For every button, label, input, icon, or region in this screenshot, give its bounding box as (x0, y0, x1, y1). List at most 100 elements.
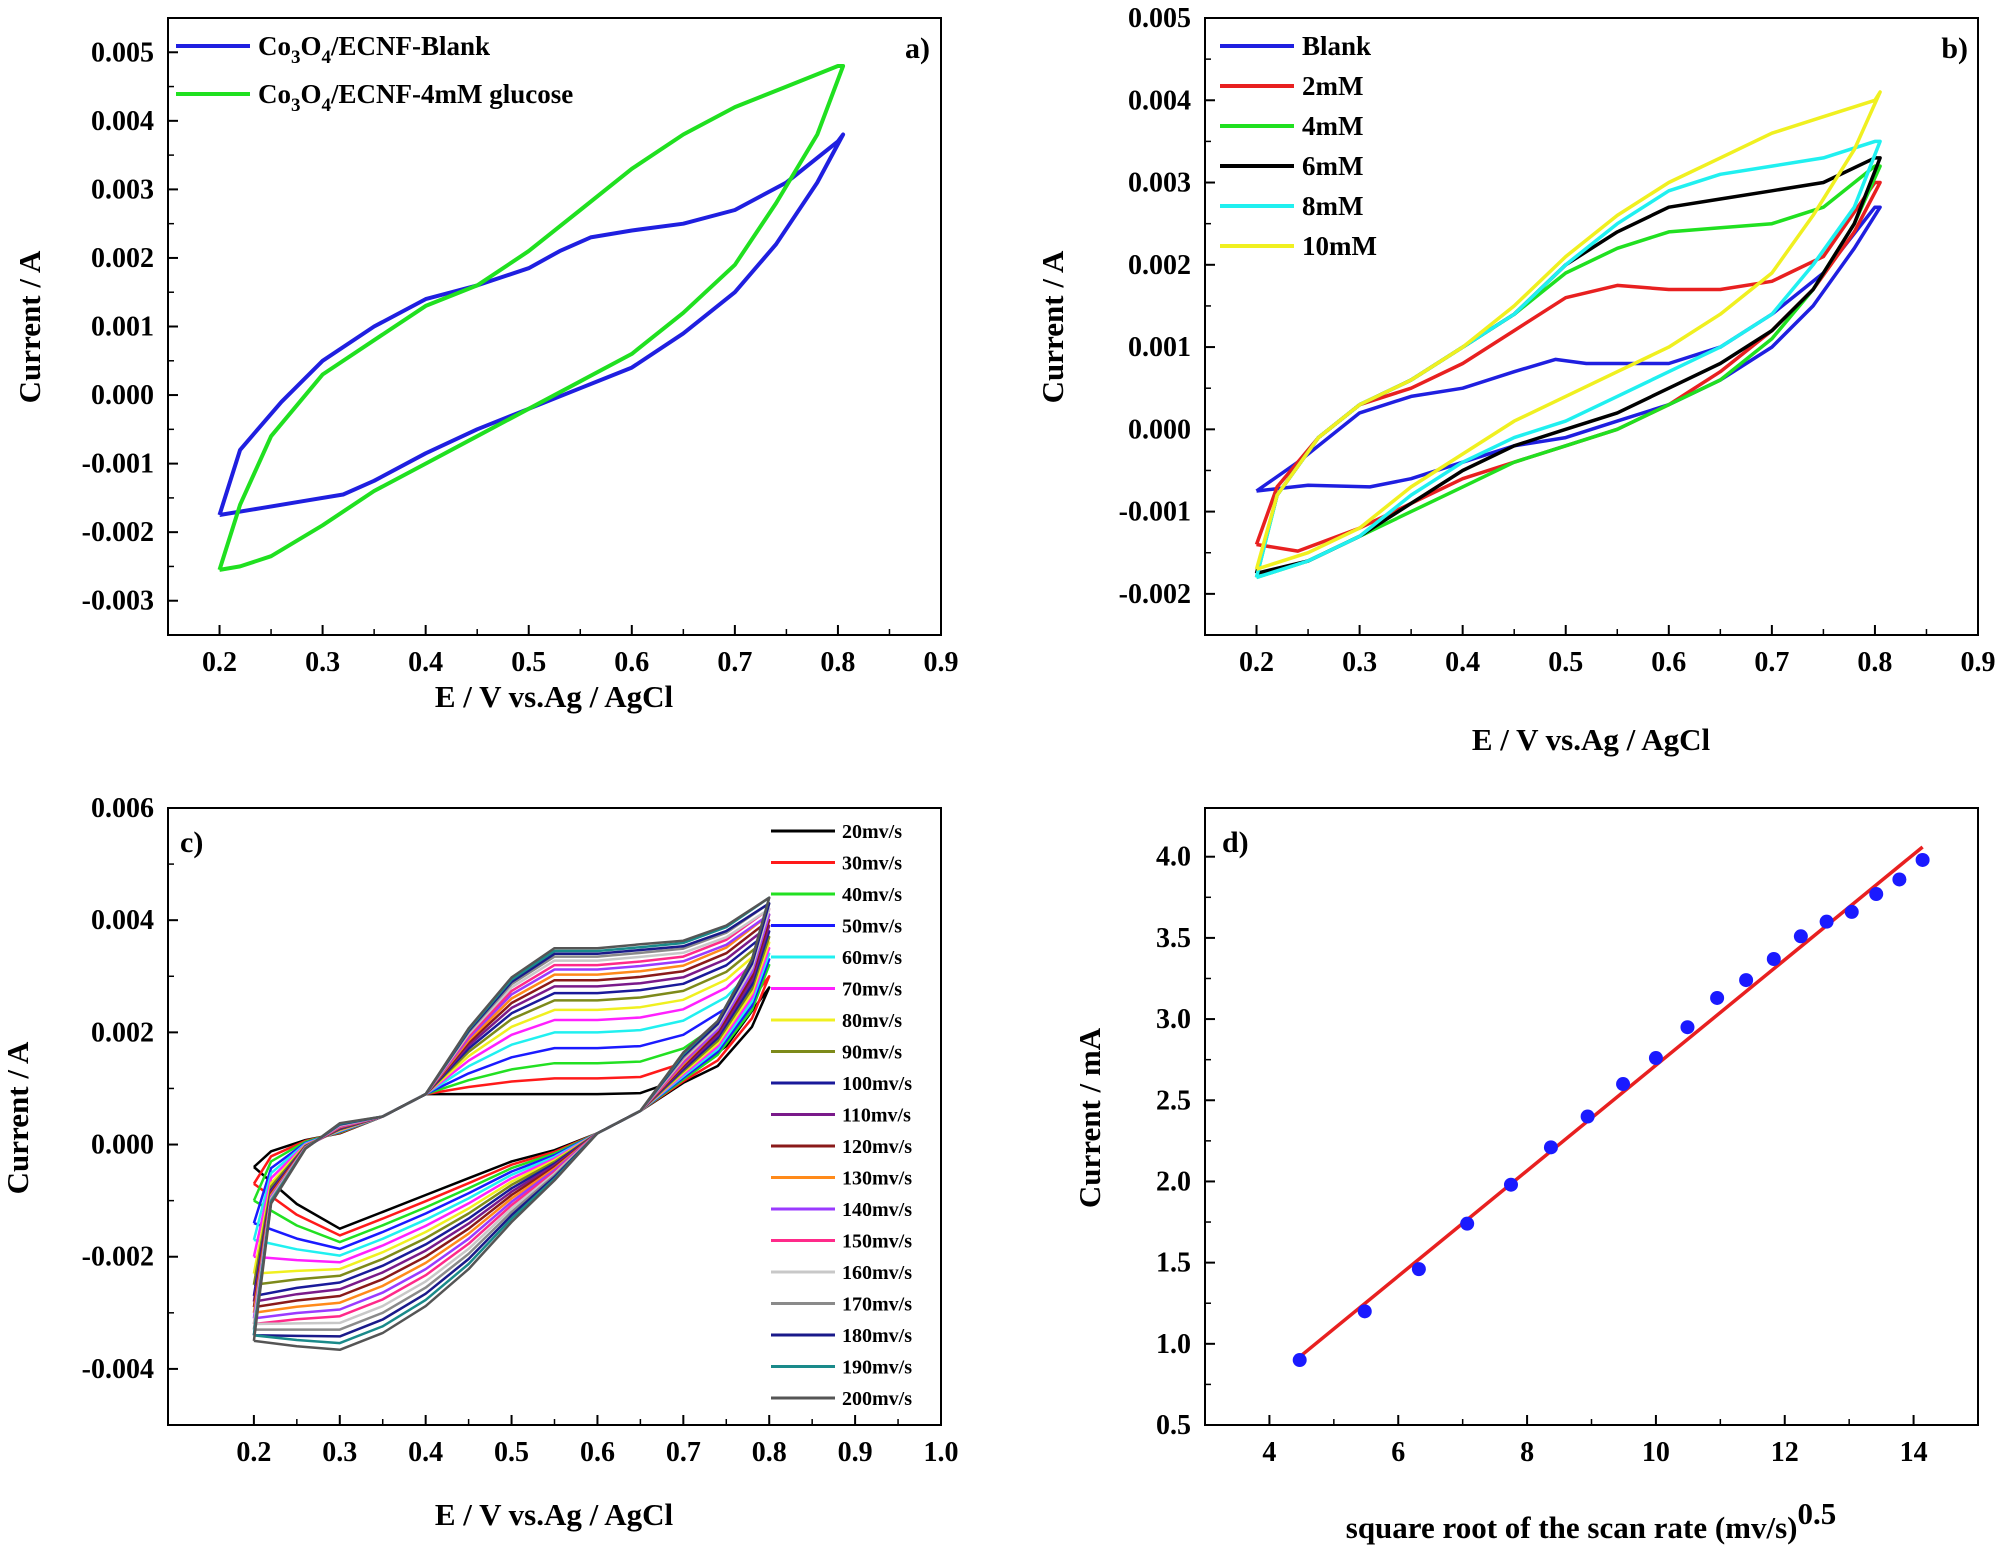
legend-label-130mv-s: 130mv/s (842, 1168, 912, 1190)
panel-b-label: b) (1941, 32, 1968, 65)
x-tick-label: 14 (1900, 1437, 1928, 1468)
x-tick-label: 0.8 (752, 1437, 787, 1468)
x-tick-label: 0.6 (580, 1437, 615, 1468)
x-tick-label: 0.5 (1548, 647, 1583, 678)
legend-label-110mv-s: 110mv/s (842, 1105, 911, 1127)
x-tick-label: 0.5 (511, 647, 546, 678)
y-tick-label: 2.5 (1156, 1085, 1191, 1116)
legend-label-60mv-s: 60mv/s (842, 947, 902, 969)
y-tick-label: 1.0 (1156, 1329, 1191, 1360)
data-point (1616, 1077, 1631, 1092)
x-tick-label: 0.9 (838, 1437, 873, 1468)
panel-a-legend: Co3O4/ECNF-Blank Co3O4/ECNF-4mM glucose (176, 31, 573, 116)
y-tick-label: 3.5 (1156, 923, 1191, 954)
legend-label-10mm: 10mM (1302, 231, 1377, 261)
legend-label-30mv-s: 30mv/s (842, 853, 902, 875)
y-tick-label: 0.005 (91, 37, 154, 68)
y-tick-label: 0.001 (1128, 332, 1191, 363)
x-tick-label: 0.8 (820, 647, 855, 678)
data-point (1819, 914, 1834, 929)
panel-c-ticks: 0.2 0.3 0.4 0.5 0.6 0.7 0.8 0.9 1.0 -0.004 -0.002 0… (82, 793, 959, 1468)
cv-curve-blank (217, 132, 846, 517)
data-point (1580, 1109, 1595, 1124)
x-tick-label: 0.3 (1342, 647, 1377, 678)
cv-curve-2mm (1254, 180, 1882, 553)
panel-c-curves (252, 896, 771, 1352)
legend-label-20mv-s: 20mv/s (842, 821, 902, 843)
legend-label-200mv-s: 200mv/s (842, 1388, 912, 1410)
x-tick-label: 4 (1262, 1437, 1276, 1468)
data-point (1648, 1051, 1663, 1066)
cv-curve-10mm (1254, 90, 1882, 571)
y-tick-label: 1.5 (1156, 1248, 1191, 1279)
y-tick-label: 0.000 (91, 1130, 154, 1161)
x-tick-label: 1.0 (924, 1437, 959, 1468)
data-point (1503, 1177, 1518, 1192)
y-tick-label: 2.0 (1156, 1166, 1191, 1197)
x-tick-label: 0.8 (1857, 647, 1892, 678)
legend-label-glucose: Co3O4/ECNF-4mM glucose (258, 79, 573, 116)
data-point (1892, 872, 1907, 887)
panel-b-x-axis-title: E / V vs.Ag / AgCl (1472, 722, 1711, 757)
data-point (1915, 852, 1930, 867)
data-point (1793, 929, 1808, 944)
panel-b-y-axis-title: Current / A (1035, 250, 1070, 403)
y-tick-label: 0.004 (91, 106, 154, 137)
legend-label-50mv-s: 50mv/s (842, 916, 902, 938)
x-tick-label: 0.7 (717, 647, 752, 678)
panel-c: 0.2 0.3 0.4 0.5 0.6 0.7 0.8 0.9 1.0 -0.004 -0.002 0… (0, 793, 959, 1532)
legend-label-6mm: 6mM (1302, 151, 1363, 181)
x-tick-label: 0.9 (1961, 647, 1996, 678)
y-tick-label: 0.003 (1128, 168, 1191, 199)
x-tick-label: 0.4 (1445, 647, 1480, 678)
cv-curve-glucose (217, 64, 846, 572)
y-tick-label: 0.5 (1156, 1410, 1191, 1441)
legend-label-blank: Co3O4/ECNF-Blank (258, 31, 490, 68)
legend-label-180mv-s: 180mv/s (842, 1325, 912, 1347)
y-tick-label: 0.005 (1128, 3, 1191, 34)
linear-fit-line (1298, 845, 1924, 1359)
x-tick-label: 0.4 (408, 1437, 443, 1468)
panel-d-label: d) (1222, 826, 1249, 859)
y-tick-label: 0.000 (91, 380, 154, 411)
x-tick-label: 0.6 (614, 647, 649, 678)
x-tick-label: 8 (1520, 1437, 1534, 1468)
panel-a-y-axis-title: Current / A (12, 250, 47, 403)
x-tick-label: 0.2 (1239, 647, 1274, 678)
x-tick-label: 0.7 (1754, 647, 1789, 678)
data-point (1680, 1020, 1695, 1035)
panel-a-ticks: 0.2 0.3 0.4 0.5 0.6 0.7 0.8 0.9 -0.003 -0.002 -0.0… (82, 37, 959, 678)
x-tick-label: 0.3 (305, 647, 340, 678)
y-tick-label: 0.002 (1128, 250, 1191, 281)
cv-curve-blank (1255, 205, 1882, 493)
y-tick-label: 0.002 (91, 243, 154, 274)
legend-label-70mv-s: 70mv/s (842, 979, 902, 1001)
cv-curve-200mv-s (252, 896, 771, 1352)
y-tick-label: -0.002 (82, 1242, 154, 1273)
legend-label-100mv-s: 100mv/s (842, 1073, 912, 1095)
y-tick-label: 0.006 (91, 793, 154, 824)
legend-label-2mm: 2mM (1302, 71, 1363, 101)
panel-a-label: a) (905, 32, 930, 65)
panel-d-marks (1292, 845, 1930, 1368)
panel-b-plot-frame (1204, 17, 1979, 636)
y-tick-label: 0.004 (1128, 85, 1191, 116)
y-tick-label: -0.004 (82, 1354, 154, 1385)
data-point (1766, 952, 1781, 967)
x-tick-label: 0.7 (666, 1437, 701, 1468)
legend-label-90mv-s: 90mv/s (842, 1042, 902, 1064)
y-tick-label: -0.002 (82, 517, 154, 548)
legend-label-170mv-s: 170mv/s (842, 1294, 912, 1316)
legend-label-150mv-s: 150mv/s (842, 1231, 912, 1253)
panel-d-x-axis-title: square root of the scan rate (mv/s)0.5 (1346, 1496, 1836, 1545)
data-point (1460, 1216, 1475, 1231)
legend-label-140mv-s: 140mv/s (842, 1199, 912, 1221)
panel-d-y-axis-title: Current / mA (1072, 1027, 1107, 1208)
panel-c-plot-frame (167, 807, 942, 1426)
x-tick-label: 0.3 (322, 1437, 357, 1468)
legend-label-8mm: 8mM (1302, 191, 1363, 221)
data-point (1292, 1353, 1307, 1368)
legend-label-190mv-s: 190mv/s (842, 1357, 912, 1379)
panel-a-x-axis-title: E / V vs.Ag / AgCl (435, 679, 674, 714)
